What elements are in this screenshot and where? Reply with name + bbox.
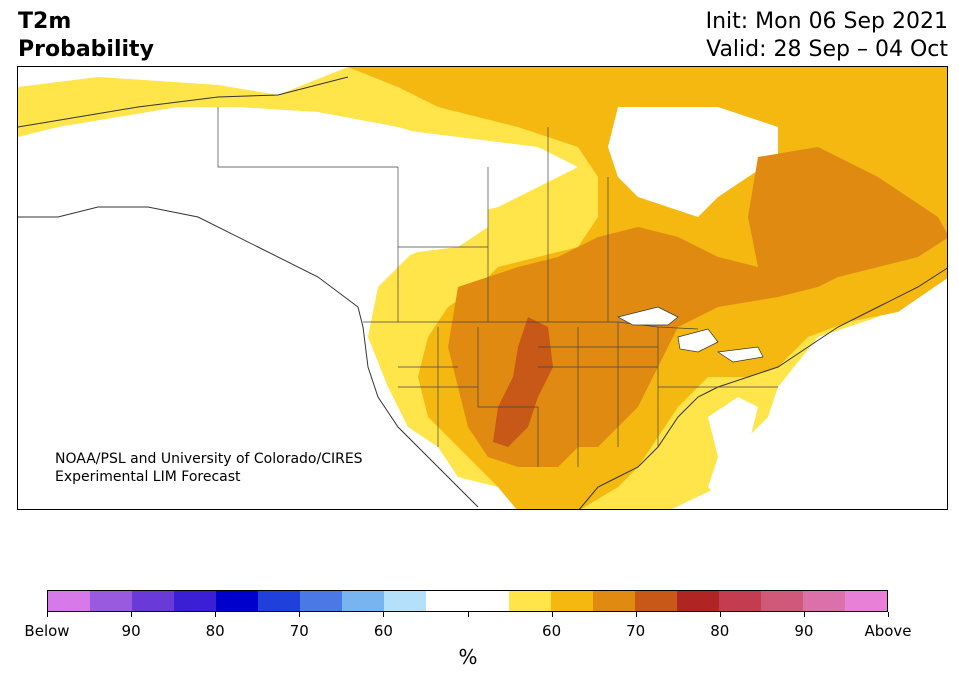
colorbar-cell [215,591,258,611]
forecast-map [17,66,948,510]
great-lakes [617,306,764,363]
colorbar-cell [635,591,678,611]
colorbar-tick [131,612,133,617]
product-label: Probability [18,37,154,62]
colorbar-tick-label: Below [24,622,70,640]
colorbar-tick-label: 80 [710,622,730,640]
colorbar-tick-label: 70 [289,622,309,640]
colorbar-tick [215,612,217,617]
colorbar-cell [551,591,594,611]
colorbar-tick [551,612,553,617]
colorbar-tick-label: 90 [121,622,141,640]
colorbar-cell [509,591,552,611]
colorbar-tick [383,612,385,617]
probability-map [18,67,947,509]
colorbar-cell [383,591,426,611]
colorbar-tick [888,612,889,617]
init-date: Init: Mon 06 Sep 2021 [705,9,948,34]
colorbar-cell [425,591,468,611]
credit-text: NOAA/PSL and University of Colorado/CIRE… [55,450,363,486]
colorbar-cell [845,591,888,611]
colorbar-tick-label: 90 [794,622,814,640]
colorbar-tick [299,612,301,617]
variable-label: T2m [18,9,72,34]
neutral-region-nw [18,107,488,377]
colorbar-tick [47,612,48,617]
colorbar-tick-label: 80 [205,622,225,640]
colorbar-cell [131,591,174,611]
neutral-region-se [708,397,758,497]
colorbar-cell [467,591,510,611]
orange-region [448,147,947,467]
colorbar-cell [803,591,846,611]
colorbar-tick-label: Above [864,622,912,640]
colorbar-tick [467,612,469,617]
date-info: Init: Mon 06 Sep 2021 Valid: 28 Sep – 04… [706,8,948,64]
colorbar-tick [803,612,805,617]
colorbar-cell [719,591,762,611]
credit-line-2: Experimental LIM Forecast [55,469,241,485]
colorbar-cell [257,591,300,611]
neutral-region-ne [608,107,778,217]
chart-title: T2m Probability [18,8,154,64]
credit-line-1: NOAA/PSL and University of Colorado/CIRE… [55,451,363,467]
colorbar-cell [173,591,216,611]
valid-dates: Valid: 28 Sep – 04 Oct [706,37,948,62]
colorbar-cell [89,591,132,611]
colorbar-tick [719,612,721,617]
colorbar-cell [677,591,720,611]
colorbar-tick-label: 60 [373,622,393,640]
colorbar-cell [593,591,636,611]
colorbar-cell [299,591,342,611]
colorbar-tick-label: 70 [626,622,646,640]
colorbar-cell [761,591,804,611]
probability-colorbar [47,590,888,612]
colorbar-tick [635,612,637,617]
dark-orange-region [493,317,553,447]
colorbar-tick-label: 60 [542,622,562,640]
political-borders [217,107,778,467]
colorbar-cell [341,591,384,611]
colorbar-units: % [458,645,478,669]
colorbar-ticks [0,612,959,620]
colorbar-cell [48,591,90,611]
